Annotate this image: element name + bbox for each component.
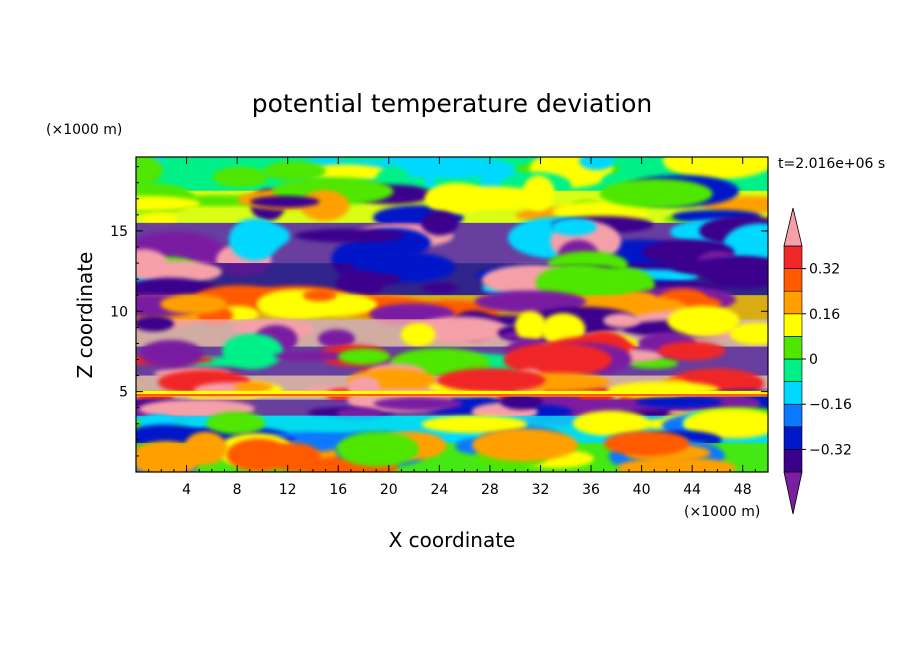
y-tick-label: 5 [119, 385, 128, 401]
colorbar-segment [783, 449, 803, 473]
field-blob [212, 166, 269, 188]
colorbar-min-triangle [783, 471, 803, 515]
heatmap-field [136, 157, 768, 472]
chart-title: potential temperature deviation [252, 89, 652, 118]
colorbar-segment [783, 290, 803, 315]
field-blob [662, 157, 768, 180]
colorbar-max-triangle [783, 207, 803, 247]
colorbar-segment [783, 245, 803, 269]
field-blob [263, 161, 326, 181]
colorbar-segment [783, 358, 803, 382]
colorbar-segment [783, 268, 803, 292]
field-blob [472, 428, 579, 462]
x-tick-label: 8 [233, 482, 242, 498]
y-axis-unit: (×1000 m) [46, 122, 122, 138]
field-blob [160, 294, 228, 314]
colorbar-segment [783, 403, 803, 428]
x-tick-label: 48 [734, 482, 752, 498]
field-blob [136, 315, 175, 332]
field-blob [514, 311, 547, 341]
colorbar-label: 0 [809, 352, 818, 368]
field-blob [635, 396, 723, 408]
field-blob [302, 289, 337, 302]
colorbar: 0.32 0.16 0 −0.16 −0.32 [783, 207, 852, 515]
field-blob [400, 323, 436, 347]
field-blob [572, 410, 650, 436]
x-tick-label: 28 [481, 482, 499, 498]
field-blob [421, 415, 528, 434]
field-blob [250, 195, 320, 208]
y-axis-label: Z coordinate [73, 252, 97, 379]
field-blob [421, 210, 459, 236]
field-blob [140, 212, 179, 225]
x-tick-label: 4 [182, 482, 191, 498]
y-tick-label: 10 [110, 304, 128, 320]
field-blob [335, 270, 385, 299]
field-blob [603, 430, 690, 456]
colorbar-label: 0.16 [809, 307, 840, 323]
field-blob [273, 351, 347, 361]
field-blob [729, 322, 768, 345]
field-blob [533, 395, 583, 405]
field-blob [657, 341, 726, 361]
field-blob [599, 178, 713, 209]
plot-area [135, 156, 769, 473]
field-blob [136, 195, 201, 212]
field-blob [294, 228, 405, 243]
field-blob [618, 157, 659, 179]
field-blob [683, 408, 768, 439]
field-blob [617, 457, 737, 472]
field-blob [233, 381, 273, 392]
y-axis: 5 10 15 [110, 166, 768, 457]
field-blob [136, 249, 168, 278]
field-blob [500, 393, 543, 410]
x-tick-label: 44 [683, 482, 701, 498]
field-blob [667, 305, 740, 336]
field-blob [550, 218, 597, 236]
field-band [136, 390, 768, 397]
field-blob [226, 438, 292, 472]
field-blob [139, 339, 203, 368]
colorbar-label: −0.16 [809, 397, 852, 413]
x-axis: 4 8 12 16 20 24 28 32 36 40 44 48 [148, 157, 756, 498]
colorbar-segment [783, 336, 803, 360]
field-blob [437, 368, 546, 393]
field-blob [373, 397, 464, 411]
colorbar-label: −0.32 [809, 442, 852, 458]
field-blob [503, 342, 612, 377]
field-blob [603, 313, 641, 328]
field-blob [336, 431, 419, 467]
x-axis-unit: (×1000 m) [684, 504, 760, 520]
field-blob [228, 218, 281, 261]
field-blob [701, 255, 768, 289]
x-tick-label: 40 [633, 482, 651, 498]
field-blob [136, 157, 163, 187]
colorbar-label: 0.32 [809, 262, 840, 278]
colorbar-segment [783, 381, 803, 405]
y-tick-label: 15 [110, 224, 128, 240]
x-tick-label: 20 [380, 482, 398, 498]
colorbar-segment [783, 313, 803, 337]
x-tick-label: 16 [329, 482, 347, 498]
field-band [136, 394, 768, 397]
field-blob [206, 411, 266, 435]
field-blob [474, 290, 587, 313]
field-blob [300, 190, 350, 221]
x-tick-label: 24 [430, 482, 448, 498]
field-blob [397, 157, 514, 179]
field-blob [422, 282, 458, 294]
field-blob [338, 348, 391, 365]
field-blob [579, 157, 615, 171]
field-blob [136, 441, 202, 472]
colorbar-segment [783, 426, 803, 450]
x-tick-label: 36 [582, 482, 600, 498]
time-label: t=2.016e+06 s [778, 156, 885, 172]
x-axis-label: X coordinate [389, 528, 516, 552]
x-tick-label: 32 [532, 482, 550, 498]
field-blob [318, 329, 356, 349]
x-tick-label: 12 [279, 482, 297, 498]
field-blob [424, 182, 488, 215]
field-blob [414, 316, 508, 344]
